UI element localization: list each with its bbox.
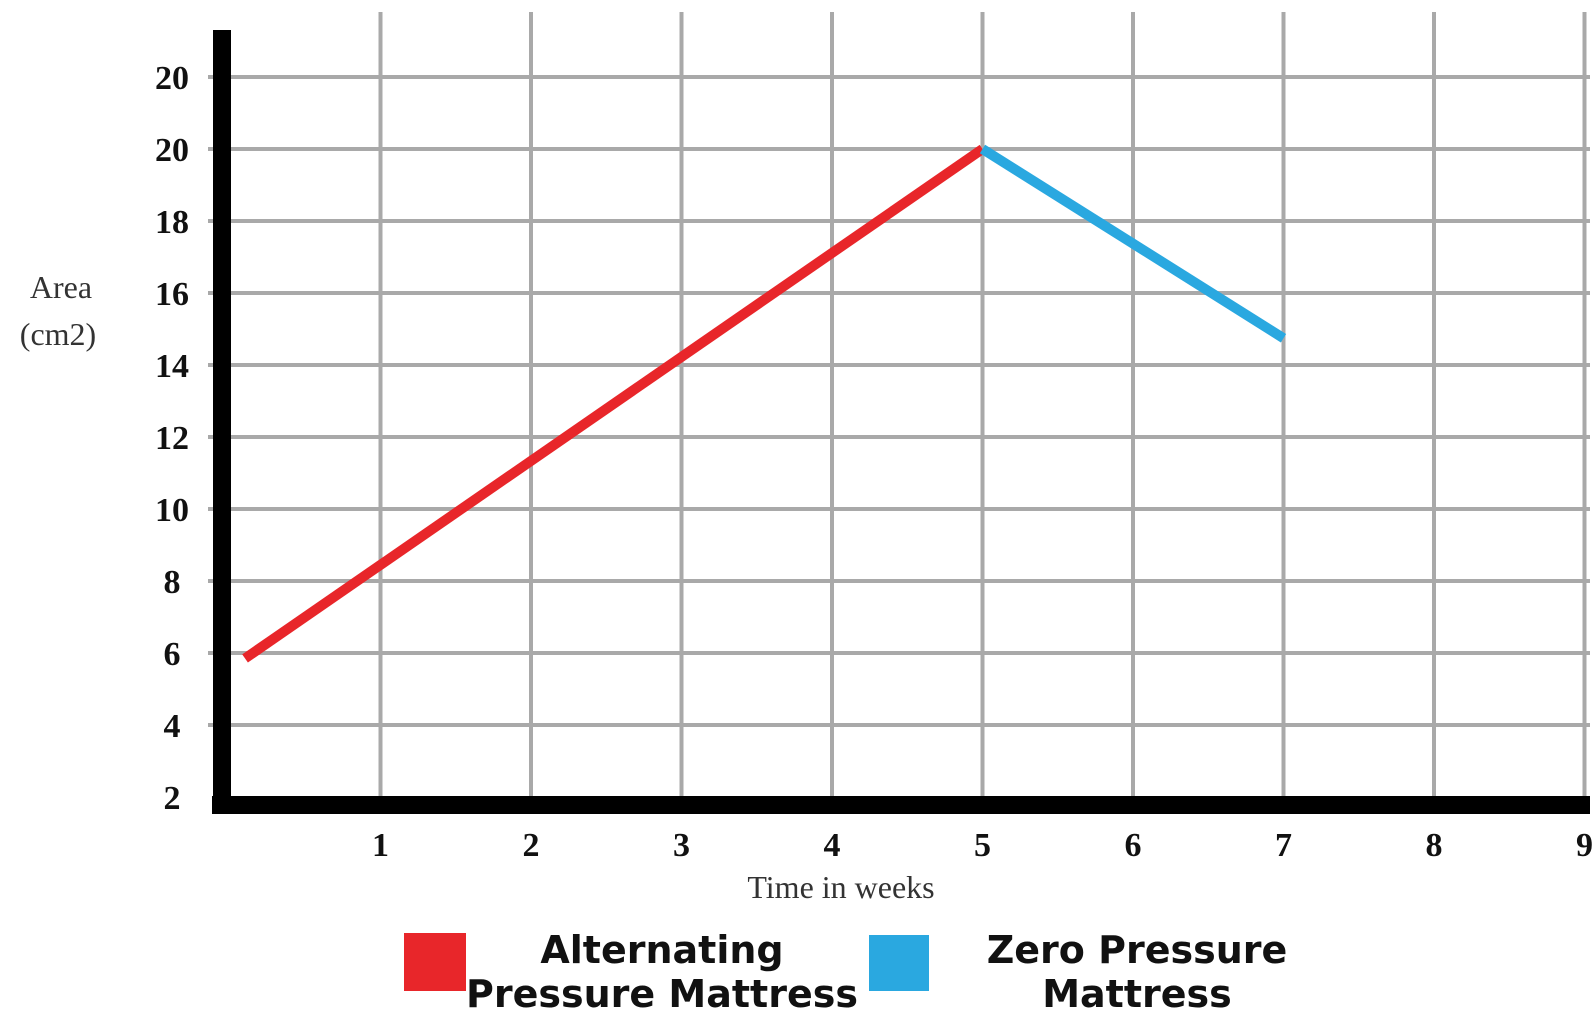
legend-swatch-zero-pressure <box>869 935 929 991</box>
legend-swatch-alternating-pressure <box>404 933 466 991</box>
y-tick-label: 20 <box>155 132 189 169</box>
legend: Alternating Pressure Mattress Zero Press… <box>404 928 1287 1014</box>
y-tick-label: 12 <box>155 420 189 457</box>
x-tick-label: 8 <box>1426 827 1443 864</box>
series-line-0 <box>242 144 986 663</box>
y-axis-tick-labels: 20 20 18 16 14 12 10 8 6 4 2 <box>155 60 189 817</box>
x-tick-label: 2 <box>523 827 540 864</box>
x-tick-label: 6 <box>1125 827 1142 864</box>
legend-label-zero-line-1: Zero Pressure <box>987 928 1288 972</box>
grid <box>208 12 1590 804</box>
y-tick-label: 10 <box>155 492 189 529</box>
y-tick-label: 4 <box>164 708 181 745</box>
legend-label-alternating-line-1: Alternating <box>540 928 783 972</box>
y-tick-label: 2 <box>164 780 181 817</box>
x-tick-label: 4 <box>824 827 841 864</box>
y-tick-label: 20 <box>155 60 189 97</box>
x-tick-label: 1 <box>372 827 389 864</box>
y-axis-title-line-2: (cm2) <box>20 316 96 352</box>
y-axis-title-line-1: Area <box>30 269 92 305</box>
series-line-1 <box>979 144 1287 343</box>
y-tick-label: 8 <box>164 564 181 601</box>
y-tick-label: 14 <box>155 348 189 385</box>
x-tick-label: 3 <box>673 827 690 864</box>
y-tick-label: 18 <box>155 204 189 241</box>
x-tick-label: 9 <box>1576 827 1593 864</box>
x-tick-label: 5 <box>974 827 991 864</box>
legend-label-alternating-line-2: Pressure Mattress <box>466 972 858 1014</box>
series-lines <box>242 144 1287 663</box>
x-axis-title: Time in weeks <box>747 869 934 905</box>
legend-label-zero-line-2: Mattress <box>1042 972 1232 1014</box>
x-axis-tick-labels: 1 2 3 4 5 6 7 8 9 <box>372 827 1593 864</box>
y-tick-label: 16 <box>155 276 189 313</box>
x-tick-label: 7 <box>1275 827 1292 864</box>
y-tick-label: 6 <box>164 636 181 673</box>
axes <box>212 30 1590 814</box>
